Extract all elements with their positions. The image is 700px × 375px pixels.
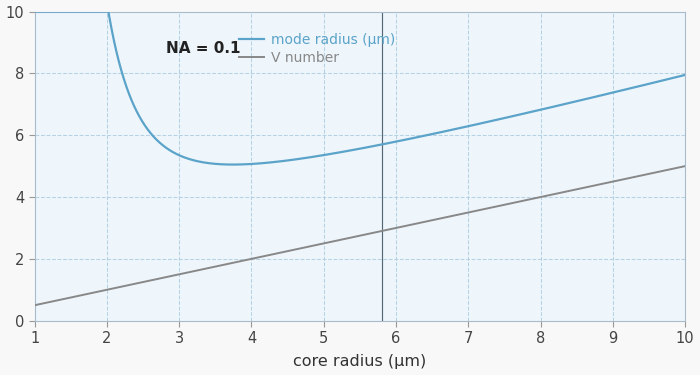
X-axis label: core radius (μm): core radius (μm) — [293, 354, 426, 369]
Text: NA = 0.1: NA = 0.1 — [166, 41, 241, 56]
Legend: mode radius (μm), V number: mode radius (μm), V number — [233, 28, 401, 70]
